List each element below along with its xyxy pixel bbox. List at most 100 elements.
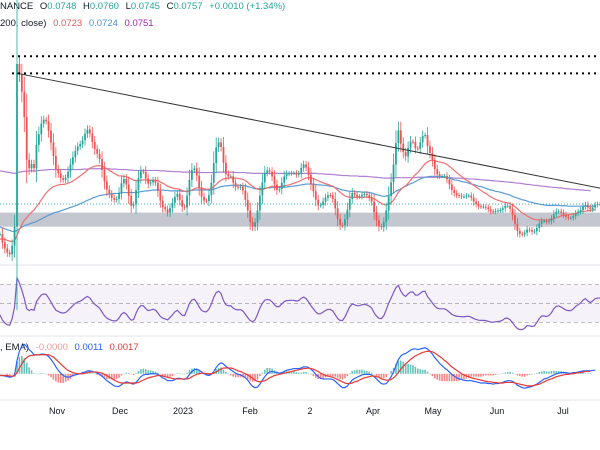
candle [229, 174, 232, 179]
candle-body [47, 121, 50, 131]
candle-body [212, 163, 215, 183]
macd-histogram-bar [300, 372, 303, 374]
candle-body [84, 133, 86, 141]
macd-histogram-bar [220, 367, 222, 374]
candle [431, 147, 434, 167]
candle [149, 179, 152, 187]
ma-fast-line [0, 159, 596, 243]
macd-histogram-bar [453, 373, 456, 382]
candle [193, 165, 196, 173]
macd-histogram-bar [106, 373, 108, 379]
macd-histogram-bar [147, 370, 149, 374]
macd-histogram-bar [171, 373, 174, 377]
candle [132, 201, 135, 209]
ohlc-low: L0.0745 [125, 1, 160, 12]
macd-histogram-bar [446, 373, 448, 382]
legend-macd-line: , EMA) -0.0000 0.0011 0.0017 [0, 342, 143, 353]
candle-body [446, 175, 448, 180]
macd-histogram-bar [557, 370, 560, 374]
macd-histogram-bar [341, 373, 344, 380]
macd-histogram-bar [533, 373, 536, 375]
candle-body [225, 162, 227, 174]
time-axis: Nov Dec 2023 Feb 2 Apr May Jun Jul [49, 406, 569, 416]
candle [227, 170, 230, 180]
ohlc-open: O0.0748 [39, 1, 77, 12]
candle-body [489, 209, 492, 212]
macd-histogram-bar [1, 373, 4, 375]
candle-body [482, 206, 485, 208]
candle-body [188, 179, 191, 196]
candle [276, 179, 278, 195]
candle [93, 136, 96, 155]
macd-histogram-bar [370, 372, 373, 374]
candle-body [514, 215, 516, 224]
macd-histogram-bar [8, 373, 11, 375]
legend-ma-line: 200, close) 0.0723 0.0724 0.0751 [0, 18, 158, 29]
candle-body [339, 218, 341, 225]
macd-histogram-bar [42, 373, 45, 374]
candle-body [249, 210, 252, 222]
candle-body [13, 226, 16, 246]
candle [545, 218, 548, 225]
candle [285, 170, 288, 180]
candle [448, 174, 451, 190]
candle [458, 192, 461, 198]
macd-histogram-bar [589, 373, 592, 374]
candle-body [586, 204, 589, 208]
candle [497, 208, 499, 214]
candle [263, 166, 266, 190]
candle-body [375, 212, 378, 221]
candle-body [348, 198, 351, 210]
macd-histogram-bar [89, 372, 91, 374]
candle-body [365, 193, 368, 196]
candle-body [217, 142, 220, 148]
candle [246, 192, 249, 218]
macd-histogram-bar [475, 373, 477, 377]
macd-histogram-bar [327, 373, 329, 377]
candle-body [40, 123, 43, 135]
candle [166, 205, 169, 217]
candle-body [506, 205, 509, 207]
candle [33, 159, 35, 173]
candle-body [144, 171, 147, 179]
candle-body [147, 178, 150, 184]
candle-body [319, 204, 322, 206]
candle-body [101, 158, 103, 170]
macd-histogram-bar [157, 372, 159, 374]
candle [142, 168, 145, 175]
candle [261, 173, 264, 205]
candle [356, 191, 358, 201]
candle-body [132, 204, 135, 206]
candle-body [125, 178, 128, 185]
candle [249, 202, 252, 230]
macd-histogram-bar [548, 371, 550, 374]
candle-body [531, 230, 533, 232]
candle-body [18, 63, 21, 75]
candle [579, 207, 582, 215]
macd-histogram-bar [91, 373, 94, 374]
time-axis-label: May [424, 406, 442, 416]
candle-body [173, 196, 176, 203]
macd-signal-value: 0.0017 [109, 342, 139, 353]
candle [300, 162, 303, 179]
candle-body [402, 143, 405, 153]
candle-body [130, 195, 133, 206]
macd-histogram-bar [329, 373, 332, 377]
macd-histogram-bar [59, 373, 62, 383]
candle [467, 193, 470, 198]
macd-histogram-bar [502, 373, 504, 374]
macd-histogram-bar [448, 373, 451, 382]
macd-histogram-bar [531, 373, 533, 375]
ma-indicator-label: 200, close) [0, 18, 47, 29]
candle-body [0, 233, 1, 235]
macd-histogram-bar [348, 373, 351, 374]
macd-histogram-bar [553, 370, 555, 374]
candle-body [33, 164, 35, 169]
macd-histogram-bar [234, 373, 237, 378]
candle [239, 184, 242, 191]
time-axis-label: Apr [366, 406, 380, 416]
candle-body [463, 196, 465, 198]
candle [375, 205, 378, 227]
candle-body [380, 226, 383, 228]
